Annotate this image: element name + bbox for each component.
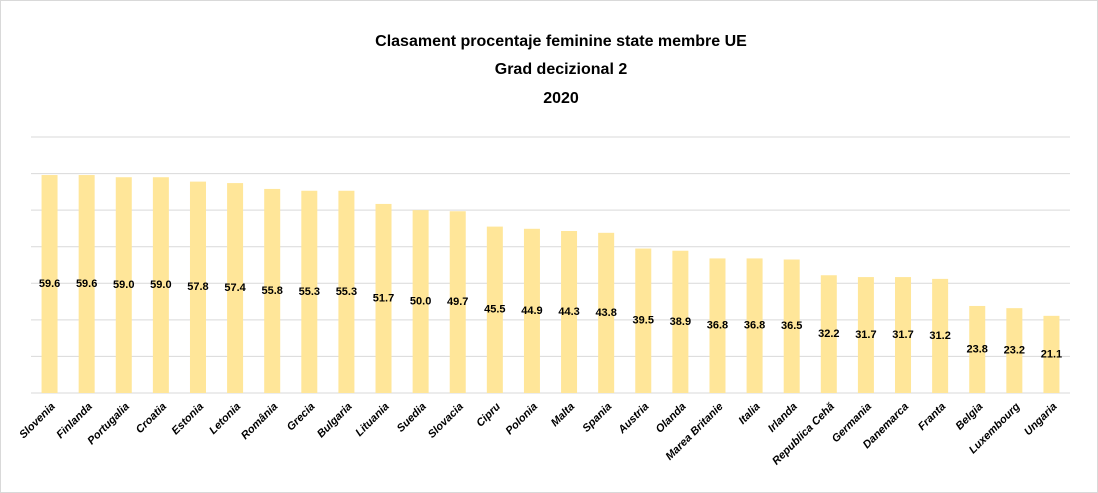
bar: [115, 177, 132, 393]
bar: [78, 175, 95, 393]
bar: [561, 230, 578, 393]
data-label: 57.4: [224, 282, 246, 294]
bar: [635, 248, 652, 393]
bar: [449, 211, 466, 393]
data-label: 59.0: [150, 279, 171, 291]
data-label: 36.8: [707, 320, 728, 332]
bar: [412, 210, 429, 393]
data-label: 50.0: [410, 295, 431, 307]
bar: [375, 203, 392, 393]
data-label: 55.3: [299, 286, 320, 298]
data-label: 51.7: [373, 292, 394, 304]
data-label: 23.2: [1004, 344, 1025, 356]
data-label: 23.8: [967, 343, 988, 355]
bar: [820, 275, 837, 393]
data-label: 59.6: [76, 278, 97, 290]
bar: [301, 190, 318, 393]
bar: [857, 277, 874, 393]
bar: [264, 188, 281, 393]
bar: [1043, 315, 1060, 393]
data-label: 55.3: [336, 286, 357, 298]
data-label: 55.8: [261, 285, 282, 297]
data-label: 36.8: [744, 320, 765, 332]
bar: [152, 177, 169, 393]
bar: [189, 181, 206, 393]
bar: [523, 228, 540, 393]
chart-title: Grad decizional 2: [495, 61, 628, 78]
bar: [932, 278, 949, 393]
bar: [746, 258, 763, 393]
bar: [895, 277, 912, 393]
bar: [338, 190, 355, 393]
data-label: 43.8: [595, 307, 616, 319]
chart-title: Clasament procentaje feminine state memb…: [375, 33, 747, 50]
data-label: 57.8: [187, 281, 208, 293]
data-label: 21.1: [1041, 348, 1062, 360]
data-label: 38.9: [670, 316, 691, 328]
data-label: 44.9: [521, 305, 542, 317]
bar: [672, 250, 689, 393]
data-label: 32.2: [818, 328, 839, 340]
data-label: 39.5: [633, 315, 654, 327]
bar: [598, 232, 615, 393]
data-label: 31.7: [855, 329, 876, 341]
data-label: 31.7: [892, 329, 913, 341]
data-label: 49.7: [447, 296, 468, 308]
bar: [227, 183, 244, 393]
data-label: 45.5: [484, 304, 505, 316]
data-label: 59.0: [113, 279, 134, 291]
bar: [41, 175, 58, 393]
bar: [486, 226, 503, 393]
chart-title: 2020: [543, 90, 579, 107]
bar: [969, 305, 986, 393]
bar: [783, 259, 800, 393]
bar: [709, 258, 726, 393]
bar: [1006, 308, 1023, 393]
data-label: 44.3: [558, 306, 579, 318]
data-label: 31.2: [929, 330, 950, 342]
data-label: 36.5: [781, 320, 802, 332]
data-label: 59.6: [39, 278, 60, 290]
